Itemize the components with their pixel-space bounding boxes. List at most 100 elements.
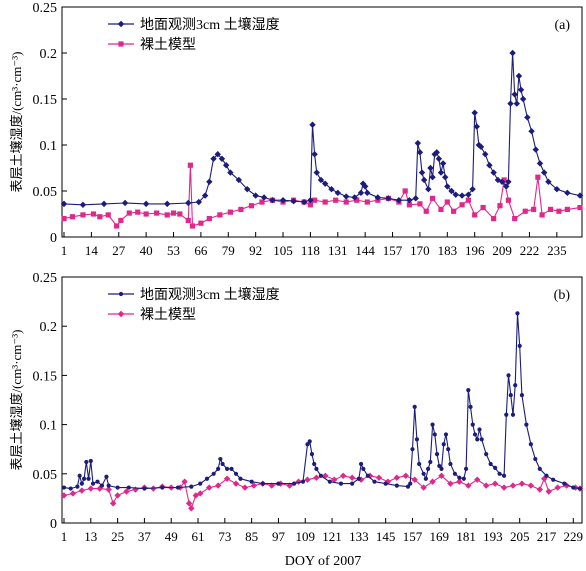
- x-tick-label: 235: [547, 243, 567, 258]
- data-point: [252, 192, 259, 199]
- data-point: [216, 466, 221, 471]
- series-line: [63, 52, 581, 206]
- data-point: [160, 485, 165, 490]
- x-tick-label: 222: [520, 243, 540, 258]
- data-point: [75, 484, 80, 489]
- data-point: [104, 474, 109, 479]
- data-point: [121, 199, 129, 207]
- data-point: [522, 208, 528, 214]
- data-point: [444, 199, 450, 205]
- x-tick-label: 169: [430, 529, 450, 544]
- data-point: [472, 432, 478, 437]
- data-point: [513, 383, 518, 388]
- data-point: [469, 185, 476, 193]
- y-tick-label: 0.05: [33, 468, 58, 483]
- y-tick-label: 0.2: [40, 320, 58, 335]
- data-point: [406, 202, 413, 208]
- data-point: [80, 212, 86, 218]
- data-point: [96, 485, 103, 492]
- data-point: [393, 474, 401, 481]
- data-point: [88, 458, 93, 464]
- data-point: [317, 176, 325, 184]
- data-point: [307, 439, 312, 444]
- data-point: [197, 490, 204, 497]
- data-point: [229, 466, 234, 471]
- legend-marker: [118, 291, 124, 297]
- x-tick-label: 170: [410, 243, 430, 258]
- data-point: [554, 484, 561, 491]
- data-point: [493, 465, 498, 470]
- data-point: [411, 476, 418, 483]
- data-point: [95, 479, 100, 484]
- data-point: [473, 123, 480, 130]
- plot-frame: [61, 6, 583, 238]
- data-point: [511, 91, 518, 98]
- data-point: [515, 311, 520, 316]
- data-point: [448, 187, 455, 195]
- data-point: [154, 210, 160, 216]
- data-point: [227, 209, 233, 215]
- data-point: [356, 476, 361, 481]
- data-point: [340, 472, 347, 479]
- data-point: [524, 422, 529, 427]
- data-point: [433, 149, 440, 156]
- data-point: [248, 203, 255, 209]
- chart-panel-a: 0 0.05 0.1 0.15 0.2 0.25 1 14 27 40 53 66 79 92 105 118…: [9, 1, 584, 258]
- data-point: [204, 476, 210, 481]
- data-point: [343, 193, 350, 200]
- data-point: [309, 452, 315, 457]
- data-point: [410, 447, 415, 452]
- data-point: [195, 198, 202, 206]
- data-point: [471, 109, 478, 116]
- data-point: [305, 442, 310, 447]
- data-point: [420, 484, 427, 491]
- data-point: [358, 461, 364, 467]
- data-point: [364, 189, 371, 197]
- data-point: [115, 485, 120, 490]
- data-point: [218, 456, 223, 462]
- y-tick-label: 0.05: [33, 185, 58, 200]
- x-tick-label: 131: [328, 243, 348, 258]
- data-point: [374, 194, 382, 201]
- data-point: [307, 202, 314, 208]
- data-point: [459, 202, 465, 208]
- x-tick-label: 145: [376, 529, 396, 544]
- data-point: [461, 476, 466, 481]
- data-point: [519, 95, 527, 103]
- data-point: [446, 447, 451, 452]
- x-tick-label: 183: [438, 243, 458, 258]
- data-point: [322, 199, 328, 205]
- x-tick-label: 133: [349, 529, 369, 544]
- x-tick-label: 61: [192, 529, 205, 544]
- data-point: [405, 484, 411, 489]
- data-point: [175, 485, 181, 490]
- data-point: [164, 200, 171, 208]
- data-point: [532, 146, 539, 153]
- data-point: [503, 183, 510, 190]
- data-point: [439, 160, 447, 167]
- data-point: [227, 169, 234, 176]
- data-point: [109, 500, 117, 507]
- data-point: [348, 474, 356, 481]
- data-point: [223, 475, 231, 482]
- data-point: [531, 206, 537, 212]
- data-point: [327, 479, 332, 484]
- data-point: [206, 216, 212, 222]
- data-point: [505, 178, 512, 185]
- data-point: [474, 476, 481, 483]
- data-point: [354, 197, 360, 203]
- data-point: [468, 404, 473, 409]
- data-point: [452, 471, 458, 476]
- data-point: [421, 471, 426, 476]
- data-point: [577, 486, 583, 491]
- data-point: [100, 200, 108, 208]
- data-point: [233, 471, 239, 476]
- data-point: [222, 162, 230, 169]
- data-point: [364, 199, 370, 205]
- data-point: [198, 481, 203, 486]
- data-point: [452, 191, 459, 198]
- data-point: [428, 459, 433, 465]
- data-point: [437, 463, 442, 469]
